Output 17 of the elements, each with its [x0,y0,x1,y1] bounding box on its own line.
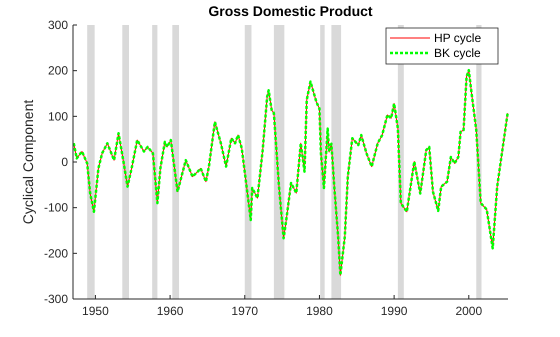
x-tick-label: 1950 [82,304,110,318]
legend-label: BK cycle [434,46,482,60]
y-tick-label: 300 [48,18,68,32]
x-tick-label: 1990 [380,304,408,318]
chart-title: Gross Domestic Product [208,3,373,19]
legend-label: HP cycle [434,31,482,45]
y-tick-label: -100 [44,200,68,215]
x-tick-label: 1960 [156,304,184,318]
y-tick-label: 0 [61,155,68,169]
x-tick-label: 1980 [306,304,334,318]
y-tick-label: -200 [44,246,68,260]
x-tick-label: 1970 [231,304,258,318]
y-tick-label: 200 [48,64,68,78]
y-axis-title: Cyclical Component [20,100,36,224]
x-tick-label: 2000 [455,304,482,318]
y-tick-label: -300 [44,292,68,306]
y-tick-label: 100 [48,109,68,124]
